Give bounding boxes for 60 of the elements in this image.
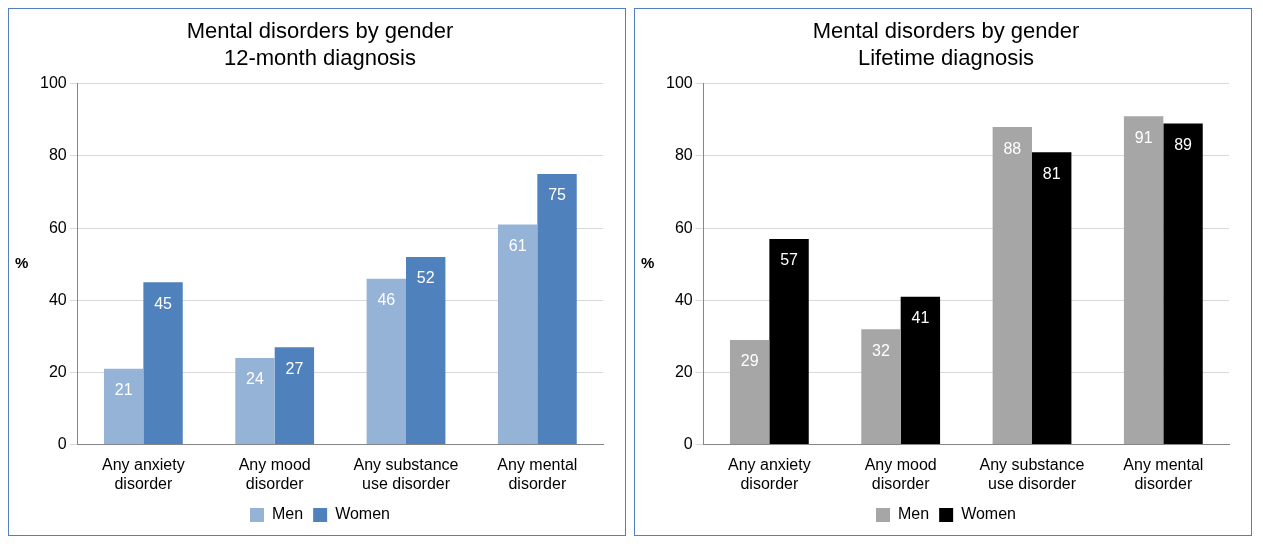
data-label: 89: [1174, 135, 1193, 153]
x-tick-label: Any mood disorder: [864, 455, 937, 492]
y-tick-label: 20: [48, 362, 67, 380]
bar: [992, 127, 1033, 445]
bar: [1123, 116, 1164, 445]
data-label: 52: [416, 269, 435, 287]
x-tick-label: Any mental disorder: [1123, 455, 1204, 492]
data-label: 57: [780, 251, 799, 269]
bar: [497, 224, 538, 445]
data-label: 45: [154, 294, 173, 312]
x-tick-label: Any mood disorder: [238, 455, 311, 492]
y-axis-title: %: [641, 254, 655, 272]
y-tick-label: 60: [48, 218, 67, 236]
bar: [769, 238, 809, 445]
legend-label: Women: [961, 505, 1016, 523]
bar: [143, 282, 183, 445]
chart-title: Mental disorders by gender Lifetime diagnosis: [812, 18, 1080, 70]
data-label: 61: [508, 236, 527, 254]
x-tick-label: Any substance use disorder: [979, 455, 1085, 492]
data-label: 21: [114, 381, 133, 399]
data-label: 46: [377, 291, 396, 309]
legend-label: Men: [272, 505, 304, 523]
data-label: 24: [246, 370, 264, 388]
y-tick-label: 40: [674, 290, 693, 308]
bar: [103, 368, 144, 445]
bar: [1032, 152, 1072, 445]
chart-title: Mental disorders by gender 12-month diagnosis: [186, 18, 454, 70]
y-tick-label: 100: [665, 74, 693, 92]
data-label: 91: [1134, 128, 1153, 146]
bar: [900, 296, 941, 445]
data-label: 29: [740, 352, 759, 370]
y-tick-label: 60: [674, 218, 693, 236]
legend-label: Women: [335, 505, 390, 523]
y-tick-label: 40: [48, 290, 67, 308]
x-tick-label: Any anxiety disorder: [728, 455, 811, 492]
bar: [537, 174, 577, 445]
bar: [274, 347, 315, 445]
bar: [729, 339, 770, 445]
y-axis-title: %: [15, 254, 29, 272]
data-label: 27: [285, 359, 304, 377]
bar: [366, 278, 407, 445]
y-tick-label: 20: [674, 362, 693, 380]
bar: [861, 329, 901, 445]
y-tick-label: 80: [674, 146, 693, 164]
x-tick-label: Any anxiety disorder: [102, 455, 185, 492]
data-label: 88: [1003, 139, 1022, 157]
y-tick-label: 0: [683, 435, 693, 453]
bar: [235, 358, 275, 445]
y-tick-label: 100: [39, 74, 67, 92]
legend-label: Men: [898, 505, 930, 523]
data-label: 41: [911, 309, 930, 327]
y-tick-label: 80: [48, 146, 67, 164]
bar: [1163, 123, 1203, 445]
bar: [406, 256, 446, 445]
x-tick-label: Any mental disorder: [497, 455, 578, 492]
x-tick-label: Any substance use disorder: [353, 455, 459, 492]
data-label: 75: [548, 186, 567, 204]
data-label: 32: [872, 341, 890, 359]
data-label: 81: [1042, 164, 1061, 182]
y-tick-label: 0: [57, 435, 67, 453]
